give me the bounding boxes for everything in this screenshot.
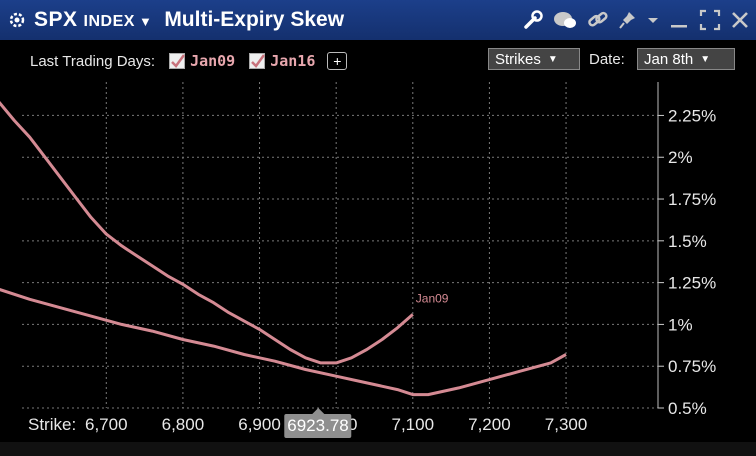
series-end-label: Jan09 (416, 291, 449, 305)
y-tick-label: 1.25% (668, 274, 716, 293)
date-dropdown[interactable]: Jan 8th ▼ (637, 48, 735, 70)
series-line-jan16 (0, 288, 567, 397)
y-tick-label: 2% (668, 148, 693, 167)
expiry-label: Jan09 (190, 52, 236, 70)
expiry-checkbox-jan16[interactable]: Jan16 (249, 52, 315, 70)
x-tick-label: 6,900 (238, 415, 281, 434)
date-dropdown-value: Jan 8th (644, 50, 694, 68)
title-bar-icons (522, 0, 750, 40)
link-icon[interactable] (586, 9, 610, 31)
x-tick-label: 6,700 (85, 415, 128, 434)
strikes-dropdown[interactable]: Strikes ▼ (488, 48, 580, 70)
date-label: Date: (589, 51, 625, 68)
x-tick-label: 7,300 (544, 415, 588, 434)
y-tick-label: 1.5% (668, 232, 707, 251)
expiry-label: Jan16 (270, 52, 316, 70)
checkbox-checked-icon (249, 53, 266, 69)
title-bar: SPX INDEX ▼ Multi-Expiry Skew (0, 0, 756, 40)
y-tick-label: 0.75% (668, 357, 716, 376)
minimize-icon[interactable] (668, 9, 690, 31)
expiry-checkbox-jan09[interactable]: Jan09 (169, 52, 235, 70)
y-tick-label: 0.5% (668, 399, 707, 418)
window-title: Multi-Expiry Skew (164, 8, 345, 31)
skew-chart[interactable]: 2.25% 2% 1.75% 1.5% 1.25% 1% 0.75% 0.5% Jan09 (0, 82, 716, 418)
toolbar: Last Trading Days: Jan09 Jan16 + Strikes… (0, 40, 756, 82)
y-tick-label: 1% (668, 315, 693, 334)
y-tick-label: 1.75% (668, 190, 716, 209)
ticker-suffix: INDEX (83, 13, 135, 30)
ticker-symbol: SPX (34, 8, 78, 31)
bottom-strip (0, 442, 756, 456)
checkbox-checked-icon (169, 53, 186, 69)
x-axis: Strike: 6,7006,8006,9007,0007,1007,2007,… (0, 408, 756, 442)
x-tick-label: 7,200 (468, 415, 511, 434)
chat-icon[interactable] (552, 9, 578, 31)
x-axis-label: Strike: (28, 415, 77, 434)
maximize-icon[interactable] (698, 8, 722, 32)
chevron-down-icon: ▼ (700, 53, 711, 65)
y-tick-label: 2.25% (668, 106, 716, 125)
x-tick-label: 7,100 (391, 415, 435, 434)
ticker-dropdown[interactable]: SPX INDEX ▼ (34, 8, 152, 32)
pin-icon[interactable] (618, 9, 638, 31)
chevron-down-icon: ▼ (547, 53, 558, 65)
chevron-down-icon: ▼ (138, 14, 153, 29)
x-tick-label: 6,800 (161, 415, 205, 434)
chevron-down-icon[interactable] (646, 13, 660, 27)
last-trading-days-label: Last Trading Days: (30, 52, 156, 70)
series-line-jan09 (0, 101, 414, 365)
crosshair-strike-readout: 6923.78 (284, 414, 352, 438)
close-icon[interactable] (730, 10, 750, 30)
add-expiry-button[interactable]: + (327, 52, 348, 70)
strikes-dropdown-label: Strikes (495, 50, 541, 68)
gear-icon[interactable] (0, 11, 34, 29)
wrench-icon[interactable] (522, 9, 544, 31)
